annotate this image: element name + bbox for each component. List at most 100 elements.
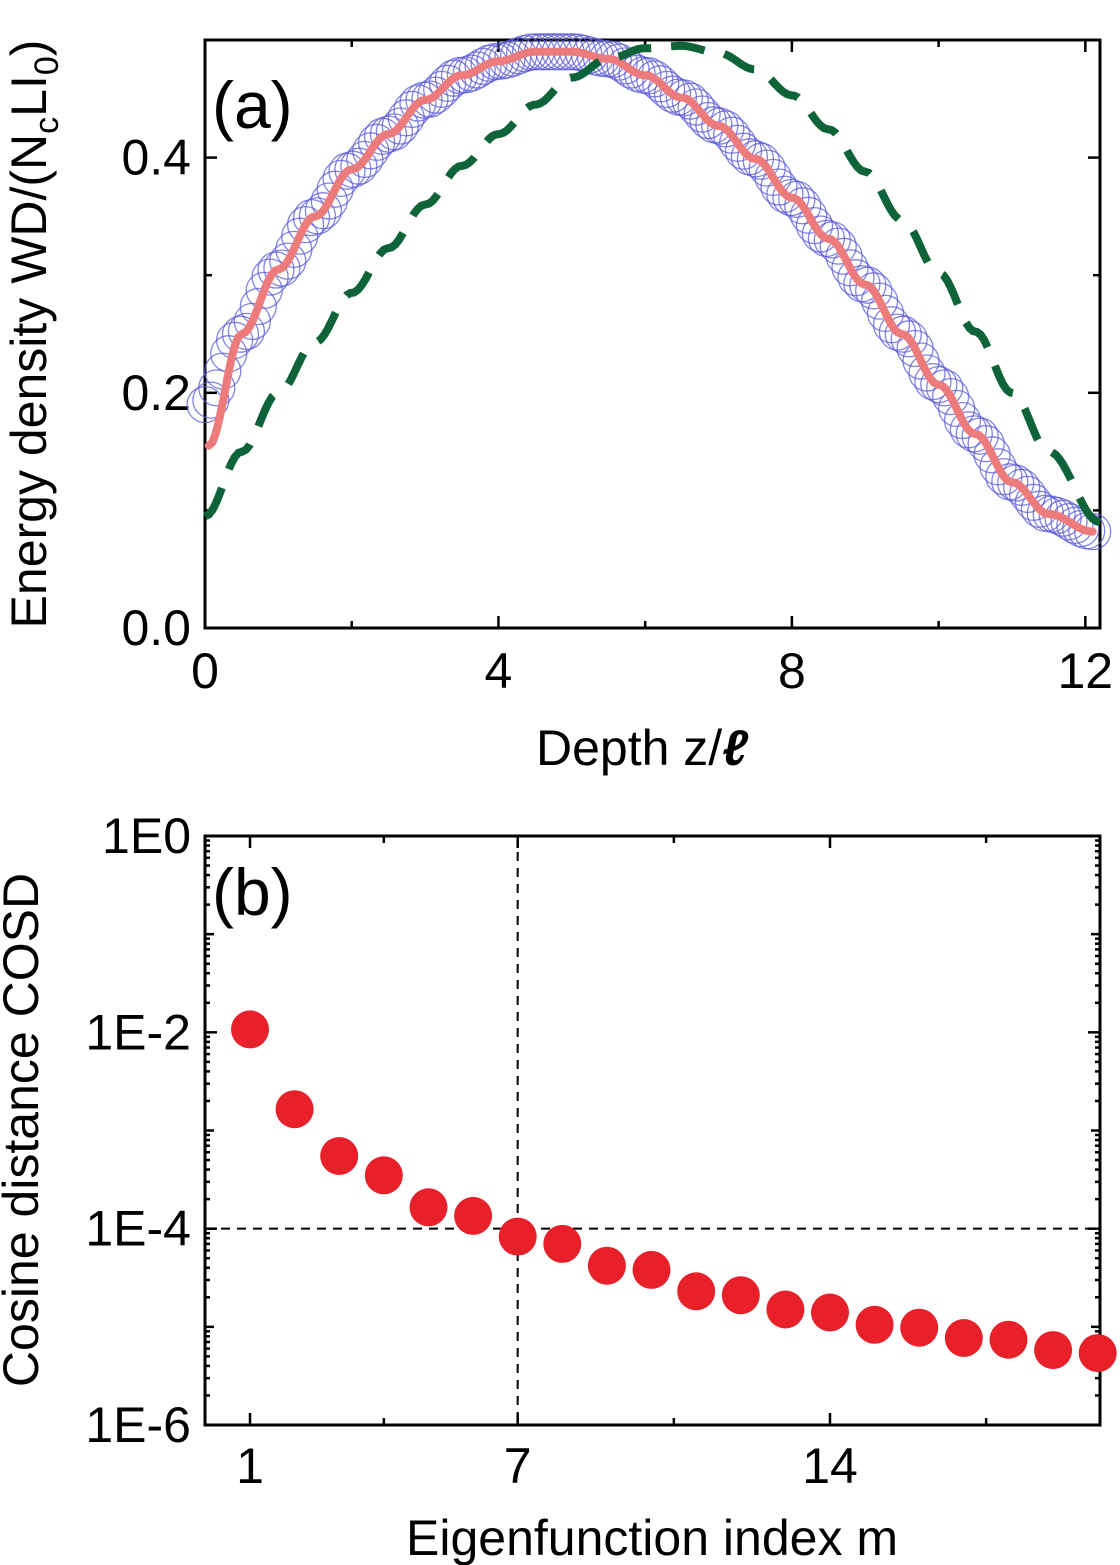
panel-b-point [1034,1331,1073,1370]
panel-b: 1 7 14 1E0 1E-2 1E-4 1E-6 (b) Eigenfunction in… [0,808,1117,1565]
panel-a-circle-marker [683,95,721,133]
panel-a-circle-marker [434,59,473,97]
panel-a-series [186,33,1112,551]
panel-b-reference-lines [205,836,1100,1425]
panel-b-point [766,1290,805,1329]
panel-a-circle-marker [778,180,816,219]
panel-a-circle-marker [357,123,396,161]
panel-a-circle-marker [1062,509,1100,548]
panel-b-y-axis-title: Cosine distance COSD [0,873,49,1387]
panel-b-x-tick-label: 14 [802,1438,858,1494]
panel-a-x-axis-title: Depth z/ℓ [536,720,749,776]
panel-b-point [231,1010,269,1049]
panel-b-point [811,1293,849,1332]
panel-b-point [900,1308,939,1347]
panel-a-circle-marker [748,149,786,187]
panel-a-y-axis-title-main: Energy density WD/(N [1,134,57,629]
panel-a-circle-marker [931,377,970,416]
panel-a-circle-marker [1038,496,1076,535]
panel-a-x-axis-title-ell: ℓ [722,720,749,776]
panel-a-x-axis-title-text: Depth z/ [536,720,722,776]
panel-a-y-axis-title: Energy density WD/(NcLI0) [1,40,66,629]
panel-a-circle-marker [269,242,307,280]
panel-a-circle-marker [198,369,236,407]
panel-a-y-axis-title-sub2: 0 [28,56,66,75]
panel-a-x-tick-label: 0 [191,643,219,699]
panel-a-circle-marker [452,54,490,92]
panel-b-point [454,1196,493,1235]
panel-a-circle-marker [801,215,840,253]
panel-a-circle-marker [618,54,656,92]
panel-b-y-tick-label: 1E-2 [85,1004,191,1060]
panel-a-circle-marker [192,381,230,419]
panel-a-circle-marker [825,237,863,275]
panel-a-circle-marker [1050,503,1088,541]
panel-a-y-tick-label: 0.2 [121,365,191,421]
panel-a-y-axis-title-sub1: c [28,117,66,134]
panel-a-circle-marker [855,272,893,310]
panel-a-label: (a) [212,68,293,142]
panel-a-circle-marker [1056,506,1094,545]
panel-b-y-tick-label: 1E-4 [85,1201,191,1257]
panel-a-circle-marker [973,436,1011,474]
panel-a-y-tick-label: 0.4 [121,130,191,186]
panel-a-circle-marker [239,287,277,326]
panel-a-circle-marker [689,101,727,140]
panel-a-circle-marker [227,312,266,351]
panel-a-y-axis-title-end: ) [1,40,57,57]
panel-b-y-tick-label: 1E-6 [85,1397,191,1453]
panel-a-circle-marker [926,369,964,407]
panel-a-circle-marker [937,389,976,428]
panel-a-circle-marker [819,227,857,265]
panel-a-circle-marker [967,425,1005,463]
panel-a-tick-labels: 0 4 8 12 0.0 0.2 0.4 [121,130,1113,699]
panel-a-circle-marker [647,70,686,109]
panel-a-series-circles [186,33,1112,551]
panel-b-point [677,1272,716,1311]
panel-a-circle-marker [860,282,899,320]
panel-b-point [944,1319,983,1357]
panel-a-circle-marker [985,457,1023,496]
panel-b-points [231,1010,1117,1373]
panel-a-circle-marker [742,142,780,180]
panel-a-series-dashed-line [203,41,1102,527]
panel-a-y-axis-title-mid: LI [1,75,57,117]
panel-a-x-tick-label: 8 [778,643,806,699]
panel-b-point [364,1156,403,1195]
panel-b-point [855,1305,894,1344]
panel-a-circle-marker [1014,483,1053,521]
panel-a-x-tick-label: 12 [1058,643,1114,699]
panel-a-circle-marker [784,187,822,225]
panel-b-x-axis-title: Eigenfunction index m [406,1510,898,1565]
panel-b-label: (b) [212,855,293,929]
panel-a: 0 4 8 12 0.0 0.2 0.4 (a) Depth z/ℓ Energy dens… [1,33,1113,776]
panel-a-circle-marker [902,342,940,380]
panel-b-point [543,1224,582,1263]
panel-a-circle-marker [322,159,360,198]
panel-b-point [1078,1334,1117,1373]
panel-a-circle-marker [849,266,887,304]
panel-b-point [320,1137,359,1175]
panel-b-point [409,1188,448,1227]
panel-b-x-tick-label: 7 [504,1438,532,1494]
panel-a-circle-marker [920,365,958,404]
panel-b-point [498,1217,537,1256]
panel-a-circle-marker [298,197,337,235]
panel-a-circle-marker [393,90,431,129]
panel-a-circle-marker [884,315,922,353]
panel-b-y-tick-label: 1E0 [102,808,191,864]
panel-a-circle-marker [340,147,378,185]
panel-b-point [721,1276,760,1315]
panel-a-circle-marker [961,417,999,455]
panel-b-point [587,1246,626,1285]
panel-a-circle-marker [458,51,496,89]
panel-b-tick-labels: 1 7 14 1E0 1E-2 1E-4 1E-6 [85,808,857,1494]
panel-a-series-solid-line [204,47,1097,536]
panel-a-circle-marker [221,315,260,353]
panel-b-point [989,1320,1028,1359]
panel-a-circle-marker [310,182,348,220]
panel-a-circle-marker [263,249,301,287]
panel-a-circle-marker [760,168,798,206]
panel-a-circle-marker [606,47,644,85]
